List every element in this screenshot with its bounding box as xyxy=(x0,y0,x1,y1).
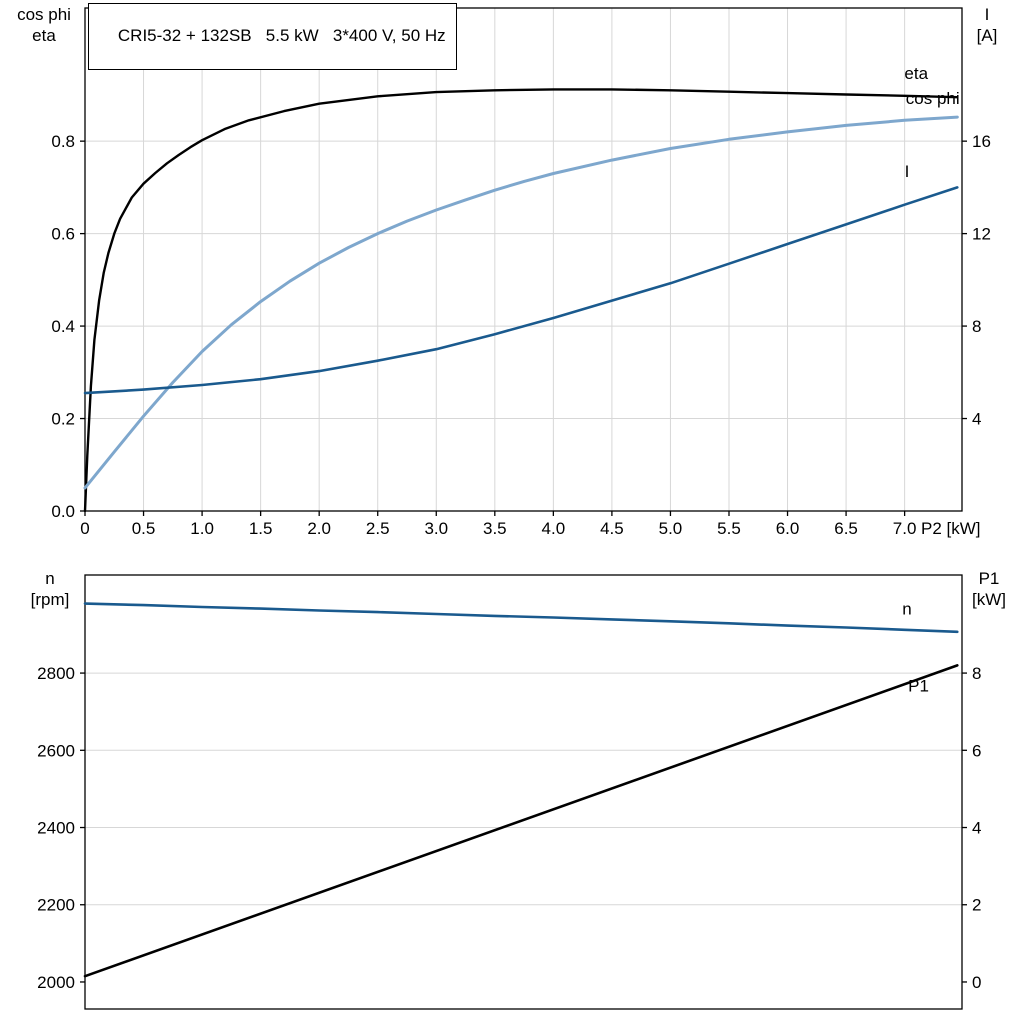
chart-title-box: CRI5-32 + 132SB 5.5 kW 3*400 V, 50 Hz xyxy=(88,3,457,70)
right-tick-label: 16 xyxy=(972,132,991,151)
series-label-speed-n: n xyxy=(902,599,911,618)
axis-title-line: I xyxy=(984,5,990,24)
axis-title-line: [A] xyxy=(976,26,998,45)
left-tick-label: 2800 xyxy=(37,664,75,683)
x-tick-label: 5.5 xyxy=(717,519,741,538)
left-tick-label: 2600 xyxy=(37,741,75,760)
left-tick-label: 2400 xyxy=(37,819,75,838)
axis-title-current: I [A] xyxy=(964,4,1010,46)
left-tick-label: 2000 xyxy=(37,973,75,992)
series-curve-speed-n xyxy=(83,602,959,634)
series-curve-cos-phi xyxy=(83,115,959,490)
right-tick-label: 6 xyxy=(972,741,981,760)
x-tick-label: 6.0 xyxy=(776,519,800,538)
right-tick-label: 0 xyxy=(972,973,981,992)
motor-speed-power-chart: 2000 2200 2400 2600 2800 0 2 4 6 8 n P1 xyxy=(37,574,981,1010)
x-tick-label: 3.5 xyxy=(483,519,507,538)
left-tick-label: 0.0 xyxy=(51,502,75,521)
chart-title: CRI5-32 + 132SB 5.5 kW 3*400 V, 50 Hz xyxy=(117,26,446,45)
right-tick-label: 8 xyxy=(972,664,981,683)
axis-title-line: n xyxy=(45,569,55,588)
left-tick-label: 0.6 xyxy=(51,225,75,244)
axis-title-line: eta xyxy=(32,26,56,45)
series-label-current-I: I xyxy=(905,162,910,181)
left-tick-label: 0.2 xyxy=(51,410,75,429)
series-curve-eta xyxy=(83,88,959,513)
plot-border xyxy=(84,7,963,512)
right-tick-label: 2 xyxy=(972,896,981,915)
right-tick-label: 4 xyxy=(972,410,981,429)
axis-title-line: [rpm] xyxy=(30,590,70,609)
left-tick-label: 0.8 xyxy=(51,132,75,151)
left-tick-label: 2200 xyxy=(37,896,75,915)
series-label-cos-phi: cos phi xyxy=(906,89,960,108)
axis-title-speed: n [rpm] xyxy=(18,568,82,610)
right-tick-label: 8 xyxy=(972,317,981,336)
x-tick-label: 5.0 xyxy=(659,519,683,538)
plot-border xyxy=(84,574,963,1010)
series-curve-current-I xyxy=(83,186,959,395)
x-tick-label: 1.5 xyxy=(249,519,273,538)
x-tick-label: 7.0 xyxy=(893,519,917,538)
x-tick-label: 2.5 xyxy=(366,519,390,538)
x-tick-label: 6.5 xyxy=(834,519,858,538)
right-tick-label: 4 xyxy=(972,819,981,838)
series-label-eta: eta xyxy=(904,64,928,83)
x-tick-label: 3.0 xyxy=(424,519,448,538)
left-tick-label: 0.4 xyxy=(51,317,75,336)
axis-title-power-p1: P1 [kW] xyxy=(962,568,1016,610)
series-label-power-P1: P1 xyxy=(908,677,929,696)
right-tick-label: 12 xyxy=(972,225,991,244)
axis-title-line: [kW] xyxy=(972,590,1006,609)
axis-title-line: cos phi xyxy=(17,5,71,24)
x-tick-label: 4.0 xyxy=(542,519,566,538)
x-tick-label: 0.5 xyxy=(132,519,156,538)
x-tick-label: 1.0 xyxy=(190,519,214,538)
x-tick-label: 0 xyxy=(80,519,89,538)
x-axis-unit-label: P2 [kW] xyxy=(921,519,981,538)
axis-title-line: P1 xyxy=(978,569,1000,588)
series-curve-power-P1 xyxy=(83,664,959,978)
motor-efficiency-chart: 0 0.5 1.0 1.5 2.0 2.5 3.0 3.5 4.0 4.5 5.0 5.5 6.0 6.5… xyxy=(51,7,991,538)
x-tick-label: 2.0 xyxy=(307,519,331,538)
x-tick-label: 4.5 xyxy=(600,519,624,538)
axis-title-cosphi-eta: cos phi eta xyxy=(6,4,82,46)
